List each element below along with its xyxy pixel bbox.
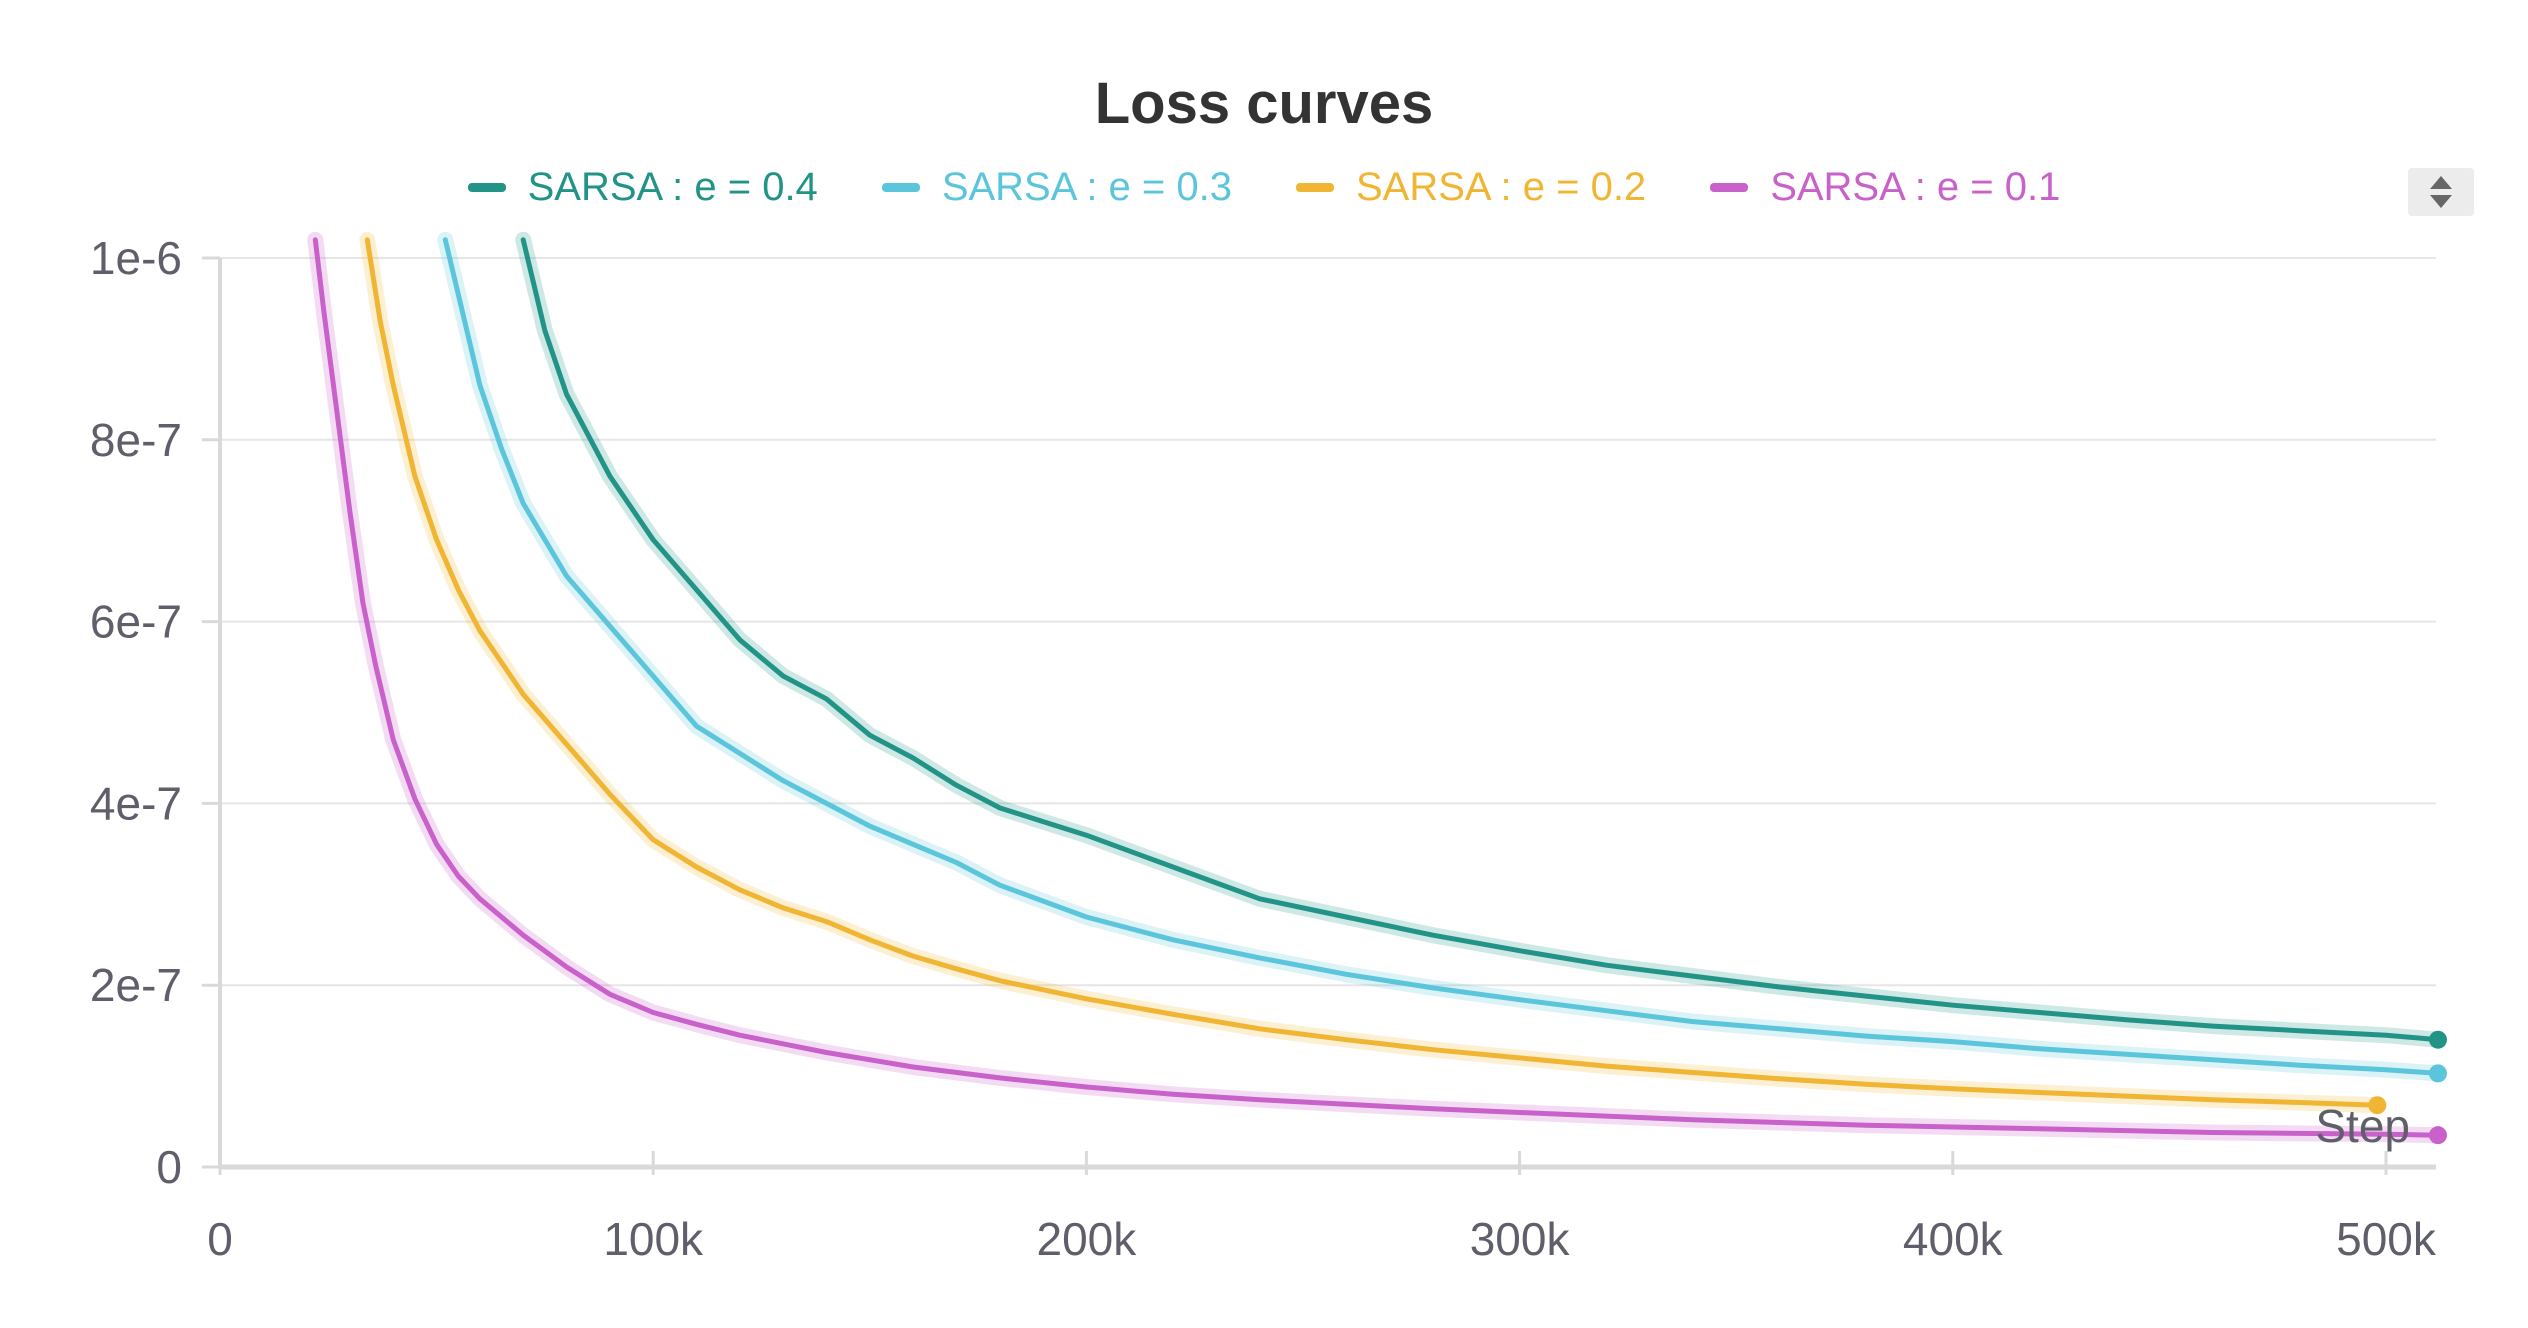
y-tick-label: 2e-7 bbox=[90, 959, 182, 1011]
x-axis-title: Step bbox=[2315, 1100, 2410, 1152]
series-endpoint-marker[interactable] bbox=[2368, 1096, 2387, 1115]
arrow-up-icon bbox=[2430, 176, 2452, 189]
legend-item[interactable]: SARSA : e = 0.3 bbox=[881, 165, 1232, 210]
x-tick-label: 400k bbox=[1903, 1213, 2004, 1265]
legend-item[interactable]: SARSA : e = 0.2 bbox=[1296, 165, 1646, 210]
legend-item[interactable]: SARSA : e = 0.4 bbox=[467, 165, 818, 210]
legend-label: SARSA : e = 0.4 bbox=[527, 165, 818, 209]
y-tick-label: 0 bbox=[156, 1141, 182, 1193]
tick-labels: 0 2e-7 4e-7 6e-7 8e-7 1e-6 0 100k 200k 300k 400k 50… bbox=[90, 232, 2437, 1265]
series-noise-band bbox=[437, 231, 2446, 1082]
legend-label: SARSA : e = 0.1 bbox=[1770, 165, 2061, 209]
legend-swatch bbox=[467, 183, 506, 192]
axes bbox=[202, 256, 2436, 1175]
grid bbox=[220, 257, 2436, 987]
series-line-3[interactable] bbox=[364, 237, 2380, 1108]
legend-label: SARSA : e = 0.3 bbox=[941, 165, 1232, 209]
arrow-down-icon bbox=[2430, 195, 2452, 208]
series-noise-band bbox=[307, 231, 2446, 1144]
legend-swatch bbox=[1710, 183, 1749, 192]
x-tick-label: 300k bbox=[1470, 1213, 1571, 1265]
y-tick-label: 6e-7 bbox=[90, 596, 182, 648]
y-tick-label: 8e-7 bbox=[90, 414, 182, 466]
legend-label: SARSA : e = 0.2 bbox=[1356, 165, 1647, 209]
x-tick-label: 0 bbox=[207, 1213, 233, 1265]
legend-swatch bbox=[1296, 183, 1334, 192]
y-tick-label: 1e-6 bbox=[90, 232, 182, 284]
legend-item[interactable]: SARSA : e = 0.1 bbox=[1710, 165, 2060, 210]
series-line-2[interactable] bbox=[442, 237, 2441, 1076]
series-endpoint-marker[interactable] bbox=[2428, 1126, 2447, 1145]
x-tick-label: 100k bbox=[603, 1213, 704, 1265]
x-tick-label: 200k bbox=[1037, 1213, 1138, 1265]
x-tick-label: 500k bbox=[2336, 1213, 2437, 1265]
series-line-4[interactable] bbox=[312, 237, 2441, 1138]
legend-scroll-button[interactable] bbox=[2408, 168, 2474, 216]
legend-swatch bbox=[881, 183, 920, 192]
legend: SARSA : e = 0.4 SARSA : e = 0.3 SARSA : e … bbox=[0, 165, 2528, 210]
series-layer bbox=[307, 231, 2447, 1145]
y-tick-label: 4e-7 bbox=[90, 777, 182, 829]
chart-title: Loss curves bbox=[1094, 71, 1434, 136]
series-endpoint-marker[interactable] bbox=[2428, 1064, 2447, 1083]
series-line-1[interactable] bbox=[520, 237, 2441, 1043]
series-endpoint-marker[interactable] bbox=[2428, 1030, 2447, 1049]
